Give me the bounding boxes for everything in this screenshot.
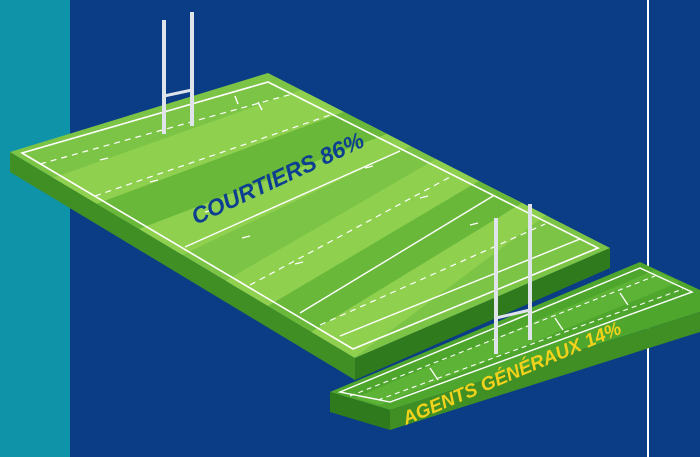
goal-posts-back bbox=[162, 12, 194, 134]
goal-posts-front bbox=[494, 204, 532, 354]
field-side-right bbox=[355, 248, 610, 380]
teal-band bbox=[0, 0, 70, 457]
field-boundary bbox=[19, 81, 600, 350]
field-side-small-front bbox=[330, 392, 390, 430]
field-side-left bbox=[10, 152, 355, 380]
field-side-small-right bbox=[390, 312, 700, 430]
agents-generaux-field bbox=[330, 204, 700, 430]
courtiers-field bbox=[10, 12, 610, 380]
